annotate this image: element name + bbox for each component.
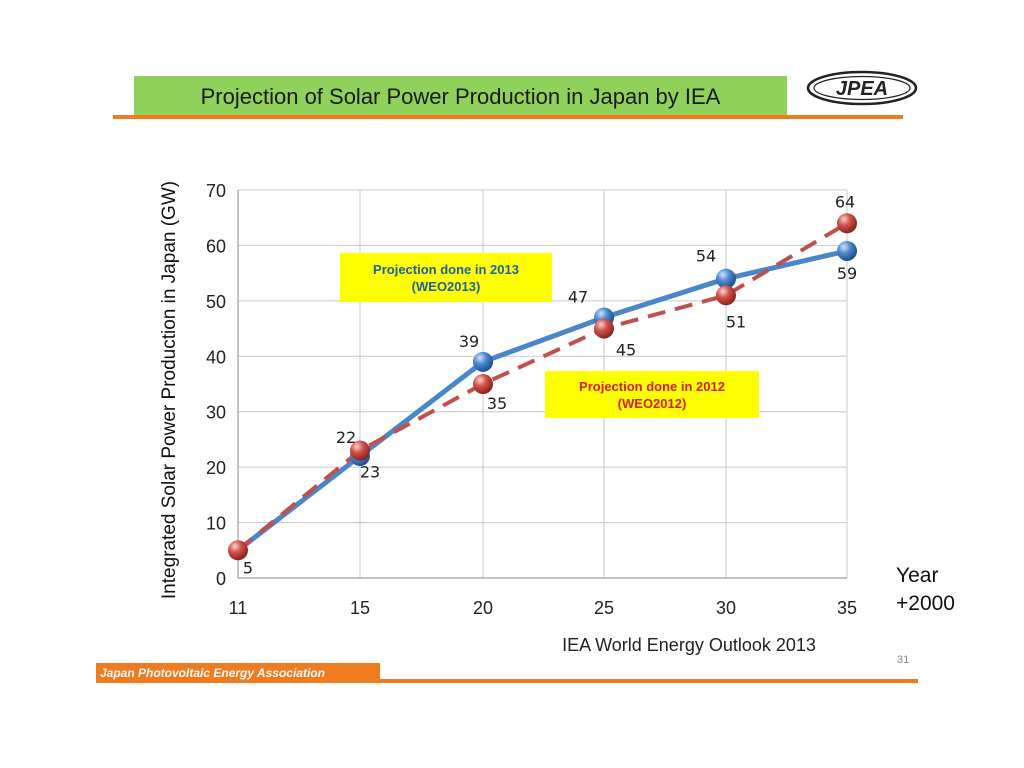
y-tick-label: 50: [206, 292, 226, 312]
point-weo2012: [228, 540, 248, 561]
data-label-weo2012: 45: [616, 341, 636, 360]
y-tick-label: 20: [206, 458, 226, 478]
footer-text: Japan Photovoltaic Energy Association: [100, 666, 325, 680]
data-label-weo2012: 51: [726, 312, 746, 331]
year-label-line1: Year: [896, 564, 939, 587]
data-label-weo2013: 59: [837, 264, 857, 283]
point-weo2012: [716, 285, 736, 306]
point-weo2012: [350, 440, 370, 461]
series-points: [228, 213, 857, 561]
svg-text:JPEA: JPEA: [836, 78, 888, 100]
y-tick-label: 70: [206, 181, 226, 201]
x-tick-label: 15: [350, 598, 370, 618]
point-weo2012: [594, 318, 614, 339]
header-rule: [113, 115, 903, 119]
y-tick-label: 30: [206, 403, 226, 423]
data-labels: 22 39 47 54 59 5 23 35 45 51 64: [243, 192, 857, 577]
axis-ticks: 0 10 20 30 40 50 60 70 11 15 20 25 30 35: [206, 181, 857, 618]
x-tick-label: 25: [594, 598, 614, 618]
footer-rule: [380, 679, 918, 683]
x-axis-title: IEA World Energy Outlook 2013: [562, 635, 816, 655]
y-tick-label: 0: [216, 569, 226, 589]
data-label-weo2013: 39: [459, 332, 479, 351]
data-label-weo2013: 22: [336, 428, 356, 447]
x-tick-label: 35: [837, 598, 857, 618]
point-weo2013: [837, 240, 857, 261]
x-tick-label: 20: [473, 598, 493, 618]
note-weo2012-line1: Projection done in 2012: [579, 378, 725, 394]
year-label: Year +2000: [896, 562, 955, 618]
note-weo2013-line1: Projection done in 2013: [373, 261, 519, 277]
jpea-logo: JPEA: [806, 70, 918, 106]
note-weo2012-line2: (WEO2012): [617, 395, 687, 411]
series-lines: [235, 221, 850, 553]
page-number: 31: [897, 654, 910, 666]
data-label-weo2013: 54: [696, 247, 716, 266]
y-tick-label: 40: [206, 347, 226, 367]
data-label-weo2012: 35: [487, 394, 507, 413]
note-weo2013: Projection done in 2013 (WEO2013): [340, 253, 552, 302]
series-line-weo2013: [235, 248, 850, 553]
point-weo2013: [716, 268, 736, 289]
year-label-line2: +2000: [896, 592, 955, 615]
data-label-weo2012: 23: [360, 463, 380, 482]
footer-banner: Japan Photovoltaic Energy Association: [96, 663, 380, 683]
y-tick-label: 10: [206, 514, 226, 534]
note-weo2013-line2: (WEO2013): [411, 278, 481, 294]
point-weo2013: [473, 351, 493, 372]
title-banner: Projection of Solar Power Production in …: [134, 76, 787, 118]
note-weo2012: Projection done in 2012 (WEO2012): [545, 371, 759, 418]
y-tick-label: 60: [206, 236, 226, 256]
x-tick-label: 11: [229, 598, 248, 618]
point-weo2012: [837, 213, 857, 234]
x-tick-label: 30: [716, 598, 736, 618]
point-weo2012: [473, 374, 493, 394]
slide-title: Projection of Solar Power Production in …: [200, 84, 721, 109]
data-label-weo2012: 64: [835, 192, 855, 211]
data-label-weo2013: 47: [568, 287, 588, 306]
data-label-weo2012: 5: [243, 558, 253, 577]
